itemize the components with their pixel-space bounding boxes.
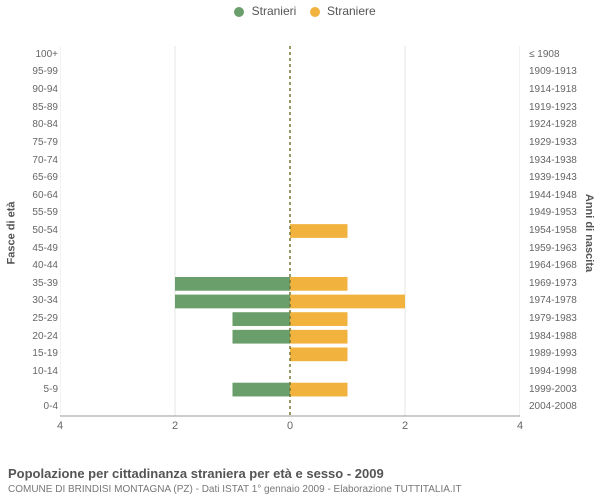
age-tick: 80-84 <box>16 120 58 130</box>
birth-tick: 1944-1948 <box>529 191 584 201</box>
age-tick: 85-89 <box>16 103 58 113</box>
age-tick: 25-29 <box>16 314 58 324</box>
birth-tick: 1949-1953 <box>529 208 584 218</box>
legend-dot-female <box>310 7 320 17</box>
birth-tick: 1924-1928 <box>529 120 584 130</box>
bar-female <box>290 224 348 238</box>
birth-tick: 1999-2003 <box>529 385 584 395</box>
birth-tick: 1959-1963 <box>529 244 584 254</box>
birth-tick: 1954-1958 <box>529 226 584 236</box>
bar-female <box>290 312 348 326</box>
age-tick: 0-4 <box>16 402 58 412</box>
birth-tick: ≤ 1908 <box>529 50 584 60</box>
birth-tick: 1979-1983 <box>529 314 584 324</box>
birth-tick: 1929-1933 <box>529 138 584 148</box>
birth-tick: 1974-1978 <box>529 296 584 306</box>
bar-female <box>290 277 348 291</box>
age-tick: 40-44 <box>16 261 58 271</box>
x-tick-label: 2 <box>402 420 408 432</box>
y-ticks-age: 100+ 95-99 90-94 85-89 80-84 75-79 70-74 65-69 6… <box>16 28 58 438</box>
bar-female <box>290 330 348 344</box>
birth-tick: 1934-1938 <box>529 156 584 166</box>
age-tick: 35-39 <box>16 279 58 289</box>
age-tick: 55-59 <box>16 208 58 218</box>
age-tick: 45-49 <box>16 244 58 254</box>
age-tick: 50-54 <box>16 226 58 236</box>
pyramid-svg <box>60 28 520 438</box>
birth-tick: 1969-1973 <box>529 279 584 289</box>
age-tick: 15-19 <box>16 349 58 359</box>
legend-dot-male <box>234 7 244 17</box>
footer: Popolazione per cittadinanza straniera p… <box>8 466 592 496</box>
chart-container: Stranieri Straniere Maschi Femmine Fasce… <box>0 0 600 500</box>
bar-male <box>233 330 291 344</box>
legend-label-male: Stranieri <box>252 4 297 18</box>
x-tick-label: 4 <box>57 420 63 432</box>
age-tick: 65-69 <box>16 173 58 183</box>
chart-subtitle: COMUNE DI BRINDISI MONTAGNA (PZ) - Dati … <box>8 483 592 496</box>
age-tick: 20-24 <box>16 332 58 342</box>
bar-female <box>290 383 348 397</box>
age-tick: 5-9 <box>16 385 58 395</box>
chart-title: Popolazione per cittadinanza straniera p… <box>8 466 592 483</box>
age-tick: 75-79 <box>16 138 58 148</box>
bar-male <box>233 383 291 397</box>
age-tick: 95-99 <box>16 67 58 77</box>
plot-area <box>60 28 520 438</box>
y-ticks-birth: ≤ 1908 1909-1913 1914-1918 1919-1923 1924-19… <box>529 28 584 438</box>
birth-tick: 1994-1998 <box>529 367 584 377</box>
x-tick-label: 4 <box>517 420 523 432</box>
bar-female <box>290 295 405 309</box>
age-tick: 100+ <box>16 50 58 60</box>
legend: Stranieri Straniere <box>0 4 600 18</box>
age-tick: 90-94 <box>16 85 58 95</box>
birth-tick: 1984-1988 <box>529 332 584 342</box>
birth-tick: 1964-1968 <box>529 261 584 271</box>
birth-tick: 1914-1918 <box>529 85 584 95</box>
age-tick: 10-14 <box>16 367 58 377</box>
age-tick: 30-34 <box>16 296 58 306</box>
y-axis-label-right: Anni di nascita <box>582 28 596 438</box>
x-tick-label: 0 <box>287 420 293 432</box>
x-tick-label: 2 <box>172 420 178 432</box>
bar-male <box>175 295 290 309</box>
age-tick: 60-64 <box>16 191 58 201</box>
birth-tick: 2004-2008 <box>529 402 584 412</box>
birth-tick: 1939-1943 <box>529 173 584 183</box>
birth-tick: 1919-1923 <box>529 103 584 113</box>
birth-tick: 1909-1913 <box>529 67 584 77</box>
birth-tick: 1989-1993 <box>529 349 584 359</box>
bar-male <box>233 312 291 326</box>
age-tick: 70-74 <box>16 156 58 166</box>
legend-label-female: Straniere <box>327 4 376 18</box>
bar-female <box>290 347 348 361</box>
bar-male <box>175 277 290 291</box>
